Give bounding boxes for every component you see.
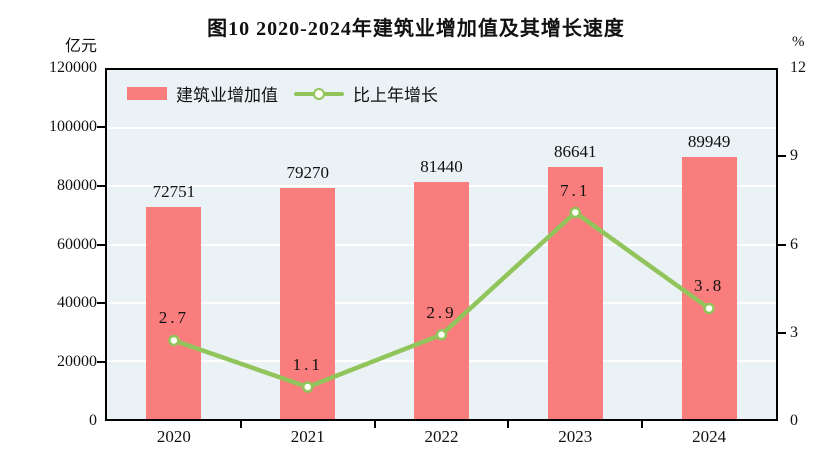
bar-value-label: 72751 bbox=[152, 182, 196, 202]
chart-title: 图10 2020-2024年建筑业增加值及其增长速度 bbox=[207, 18, 625, 40]
bar-value-label: 89949 bbox=[687, 132, 731, 152]
line-series-swatch bbox=[294, 87, 344, 100]
bar-value-label: 86641 bbox=[554, 142, 597, 162]
left-axis-tick bbox=[97, 243, 105, 246]
plot-canvas: 建筑业增加值 比上年增长 72751 79270 81440 86641 89949 2.… bbox=[107, 70, 776, 419]
line-path bbox=[173, 210, 711, 390]
left-axis-tick bbox=[97, 125, 105, 128]
x-axis-label-2021: 2021 bbox=[290, 427, 325, 446]
growth-rate-line bbox=[168, 206, 715, 393]
line-marker-2021 bbox=[301, 381, 314, 393]
legend: 建筑业增加值 比上年增长 bbox=[127, 81, 438, 106]
bar-2020 bbox=[146, 207, 202, 419]
rate-value-label: 2.9 bbox=[426, 302, 457, 322]
left-axis-tick-label: 20000 bbox=[57, 353, 97, 371]
bar-series-swatch bbox=[127, 87, 167, 100]
plot-area: 建筑业增加值 比上年增长 72751 79270 81440 86641 89949 2.… bbox=[105, 68, 778, 421]
left-axis-tick bbox=[97, 361, 105, 364]
right-axis-tick bbox=[778, 331, 786, 334]
left-axis-tick-label: 0 bbox=[89, 412, 97, 429]
legend-line-label: 比上年增长 bbox=[353, 86, 438, 105]
right-axis-tick-label: 0 bbox=[790, 412, 798, 429]
line-marker-2023 bbox=[569, 206, 582, 219]
left-axis-tick bbox=[97, 302, 105, 305]
left-axis-tick-label: 80000 bbox=[57, 176, 97, 194]
left-axis-tick bbox=[97, 184, 105, 187]
right-axis-tick-label: 3 bbox=[790, 323, 798, 341]
rate-value-label: 1.1 bbox=[292, 355, 323, 375]
right-axis-tick bbox=[778, 155, 786, 158]
left-axis-tick-label: 100000 bbox=[49, 117, 97, 135]
rate-value-label: 2.7 bbox=[158, 308, 190, 328]
x-axis-tick bbox=[373, 419, 376, 428]
x-axis-tick bbox=[507, 419, 510, 428]
left-axis-unit-label: 亿元 bbox=[64, 38, 97, 55]
line-marker-2020 bbox=[168, 334, 180, 347]
right-axis-tick bbox=[778, 243, 786, 246]
right-axis-tick-label: 12 bbox=[790, 59, 806, 76]
right-axis-tick-label: 6 bbox=[790, 235, 798, 253]
rate-value-label: 7.1 bbox=[560, 180, 591, 200]
x-axis-tick bbox=[641, 419, 644, 428]
right-axis-tick-label: 9 bbox=[790, 147, 798, 165]
rate-value-label: 3.8 bbox=[693, 276, 725, 296]
x-axis-tick bbox=[239, 419, 242, 428]
bar-value-label: 81440 bbox=[420, 157, 463, 177]
x-axis-label-2024: 2024 bbox=[692, 427, 727, 446]
legend-bar-label: 建筑业增加值 bbox=[176, 86, 278, 105]
bar-2024 bbox=[681, 157, 737, 419]
line-marker-2022 bbox=[435, 328, 448, 341]
line-sample-marker-icon bbox=[313, 88, 325, 100]
left-axis-tick-label: 60000 bbox=[57, 235, 97, 253]
x-axis-label-2020: 2020 bbox=[156, 427, 191, 446]
bar-value-label: 79270 bbox=[286, 163, 329, 183]
left-axis-tick-label: 120000 bbox=[49, 59, 97, 76]
left-axis-tick-label: 40000 bbox=[57, 294, 97, 312]
x-axis-label-2023: 2023 bbox=[558, 427, 593, 446]
bar-2022 bbox=[414, 182, 469, 419]
gridline bbox=[107, 127, 776, 130]
x-axis-label-2022: 2022 bbox=[424, 427, 459, 446]
right-axis-unit-label: % bbox=[792, 34, 805, 50]
line-marker-2024 bbox=[703, 302, 715, 315]
